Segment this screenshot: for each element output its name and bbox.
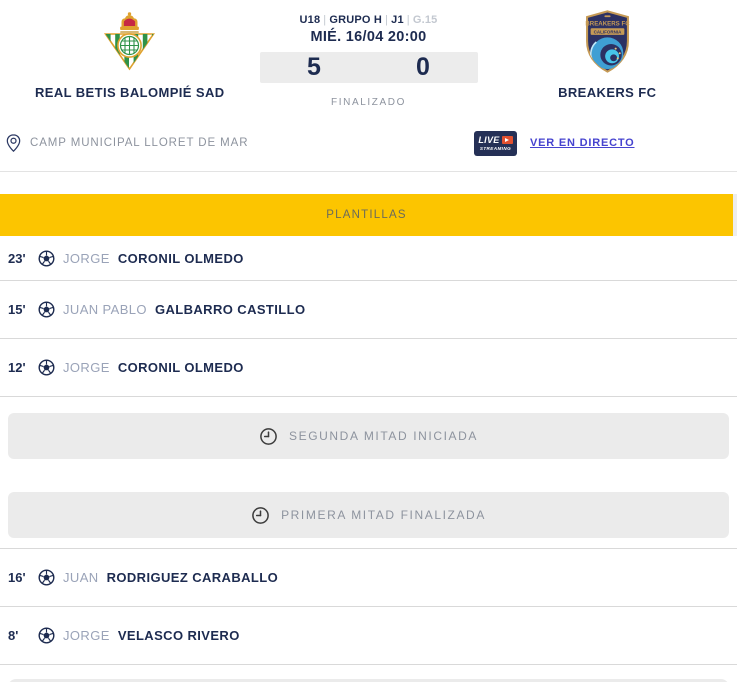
player-last-name: CORONIL OLMEDO: [117, 250, 244, 266]
player-name: JORGE CORONIL OLMEDO: [63, 360, 244, 375]
match-info: U18 | GRUPO H | J1 | G.15 MIÉ. 16/04 20:00 5 0…: [259, 10, 478, 108]
svg-text:BREAKERS FC: BREAKERS FC: [585, 21, 630, 28]
period-box: SEGUNDA MITAD INICIADA: [8, 413, 729, 459]
soccer-ball-icon: [38, 627, 55, 644]
live-stream-block: LIVE STREAMING VER EN DIRECTO: [372, 130, 737, 156]
player-last-name: VELASCO RIVERO: [117, 628, 240, 643]
away-team: BREAKERS FC CALIFORNIA BREAKERS FC: [478, 10, 737, 108]
period-box-partial: [8, 679, 729, 682]
venue-block: CAMP MUNICIPAL LLORET DE MAR: [0, 133, 372, 153]
event-minute: 23': [8, 250, 26, 266]
period-box: PRIMERA MITAD FINALIZADA: [8, 492, 729, 538]
breakers-fc-crest-logo: BREAKERS FC CALIFORNIA: [585, 10, 630, 73]
event-minute: 16': [8, 570, 26, 585]
plantillas-tab[interactable]: PLANTILLAS: [0, 194, 733, 236]
match-header: REAL BETIS BALOMPIÉ SAD U18 | GRUPO H | J1 | G…: [0, 0, 737, 108]
away-score: 0: [416, 53, 430, 81]
away-team-name: BREAKERS FC: [558, 85, 657, 100]
period-event-row: PRIMERA MITAD FINALIZADA: [0, 492, 737, 549]
period-label: SEGUNDA MITAD INICIADA: [289, 429, 478, 443]
location-pin-icon: [6, 134, 21, 153]
meta-code: G.15: [412, 14, 438, 26]
event-minute: 15': [8, 302, 26, 317]
event-minute: 12': [8, 360, 26, 375]
meta-category: U18: [299, 14, 321, 26]
clock-icon: [260, 427, 277, 445]
match-datetime: MIÉ. 16/04 20:00: [310, 29, 427, 45]
home-score: 5: [307, 53, 321, 81]
player-first-name: JORGE: [63, 360, 110, 375]
watch-live-link[interactable]: VER EN DIRECTO: [529, 137, 635, 149]
scoreboard: 5 0: [259, 52, 478, 83]
player-first-name: JORGE: [63, 250, 110, 266]
competition-meta: U18 | GRUPO H | J1 | G.15: [299, 14, 438, 26]
home-team: REAL BETIS BALOMPIÉ SAD: [0, 10, 260, 108]
home-team-name: REAL BETIS BALOMPIÉ SAD: [34, 85, 225, 100]
header-divider: [0, 171, 737, 172]
player-last-name: GALBARRO CASTILLO: [154, 302, 306, 317]
player-first-name: JORGE: [63, 628, 110, 643]
info-bar: CAMP MUNICIPAL LLORET DE MAR LIVE STREAM…: [0, 122, 737, 164]
real-betis-crest-logo: [104, 12, 156, 71]
timeline-list: 23': [0, 236, 737, 682]
soccer-ball-icon: [38, 359, 55, 376]
section-banner-row: PLANTILLAS: [0, 194, 737, 236]
live-streaming-badge: LIVE STREAMING: [473, 130, 517, 156]
soccer-ball-icon: [38, 569, 55, 586]
player-name: JORGE CORONIL OLMEDO: [63, 251, 244, 266]
goal-event-row: 16': [0, 549, 737, 607]
player-name: JUAN RODRIGUEZ CARABALLO: [63, 570, 278, 585]
play-icon: [501, 136, 513, 144]
event-minute: 8': [8, 628, 19, 643]
soccer-ball-icon: [38, 301, 55, 318]
period-event-row: SEGUNDA MITAD INICIADA: [8, 413, 729, 459]
player-name: JORGE VELASCO RIVERO: [63, 628, 240, 643]
venue-name: CAMP MUNICIPAL LLORET DE MAR: [30, 137, 249, 149]
svg-text:CALIFORNIA: CALIFORNIA: [593, 29, 621, 34]
goal-event-row: 23': [0, 236, 737, 281]
player-first-name: JUAN PABLO: [63, 302, 147, 317]
player-last-name: CORONIL OLMEDO: [117, 360, 244, 375]
soccer-ball-icon: [38, 249, 55, 267]
goal-event-row: 8': [0, 607, 737, 665]
goal-event-row: 15': [0, 281, 737, 339]
period-label: PRIMERA MITAD FINALIZADA: [281, 508, 486, 522]
goal-event-row: 12': [0, 339, 737, 397]
player-name: JUAN PABLO GALBARRO CASTILLO: [63, 302, 305, 317]
live-badge-label: LIVE: [478, 135, 500, 145]
player-first-name: JUAN: [63, 570, 99, 585]
player-last-name: RODRIGUEZ CARABALLO: [106, 570, 279, 585]
match-status-badge: FINALIZADO: [331, 97, 406, 108]
meta-group: GRUPO H: [329, 14, 383, 26]
streaming-badge-label: STREAMING: [479, 146, 512, 151]
plantillas-tab-label: PLANTILLAS: [326, 209, 407, 221]
meta-matchday: J1: [391, 14, 404, 26]
clock-icon: [252, 506, 269, 524]
